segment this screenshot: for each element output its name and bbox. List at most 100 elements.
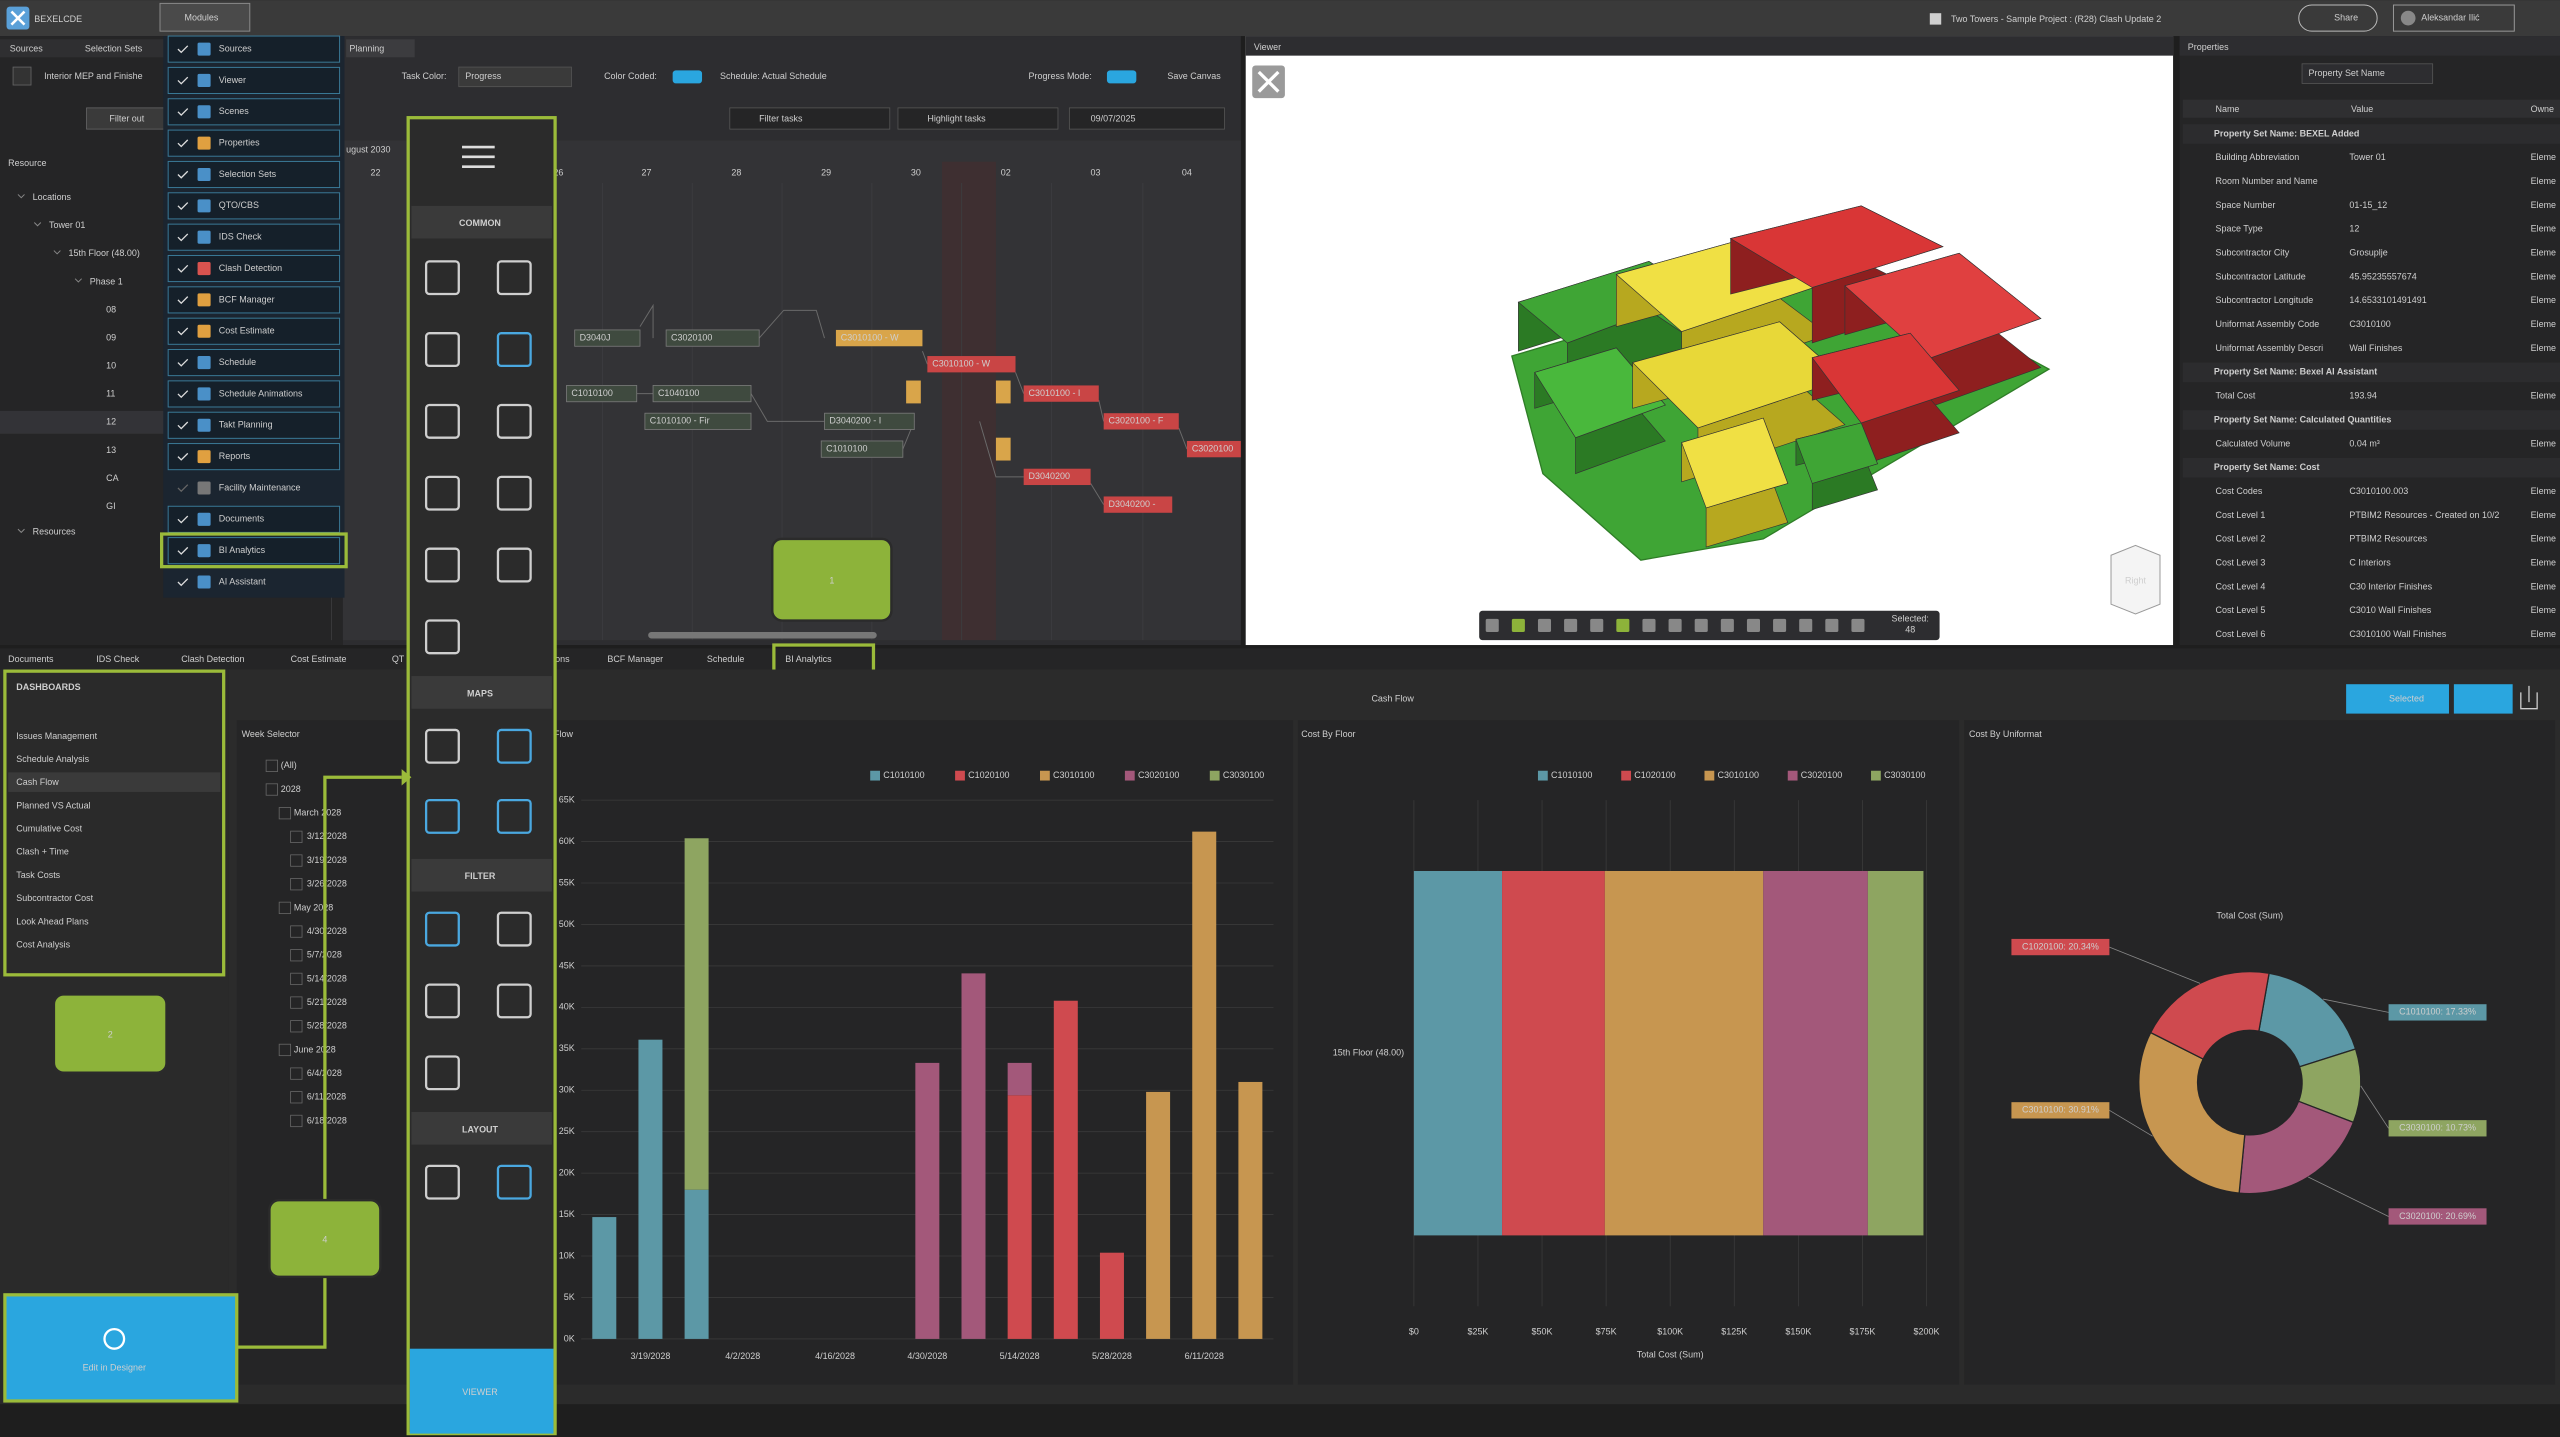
tab[interactable]: Sources [10,43,43,53]
tree-item[interactable]: 09 [106,332,116,342]
dashboard-item[interactable]: Subcontractor Cost [16,893,93,903]
dashboard-item[interactable]: Cost Analysis [16,939,70,949]
dropdown-label[interactable]: Progress [465,71,501,81]
menu-item[interactable]: Clash Detection [219,263,282,273]
dashboard-item[interactable]: Task Costs [16,870,60,880]
task-bar[interactable] [820,440,904,458]
menu-item-box[interactable] [167,98,341,126]
week-item[interactable]: 5/21/2028 [307,997,347,1007]
checkbox[interactable] [290,878,303,891]
toolbox-icon[interactable] [424,1164,460,1200]
share-label[interactable]: Share [2334,12,2358,22]
viewer-button-label[interactable]: VIEWER [462,1387,498,1397]
week-item[interactable]: 5/14/2028 [307,973,347,983]
menu-item-box[interactable] [167,411,341,439]
menu-item[interactable]: Viewer [219,75,246,85]
menu-item[interactable]: BCF Manager [219,294,275,304]
menu-item-box[interactable] [167,380,341,408]
search-placeholder[interactable]: Property Set Name [2309,68,2385,78]
menu-item-box[interactable] [167,223,341,251]
menu-item-box[interactable] [167,317,341,345]
menu-item[interactable]: AI Assistant [219,576,266,586]
edit-designer-button[interactable] [3,1293,239,1403]
menu-item[interactable]: Scenes [219,106,249,116]
tree-item[interactable]: Tower 01 [49,220,85,230]
bar[interactable] [1604,870,1764,1236]
toolbox-icon[interactable] [424,619,460,655]
planning-tab-label[interactable]: Planning [349,43,384,53]
dashboard-item[interactable]: Schedule Analysis [16,754,89,764]
viewer-tab[interactable]: Viewer [1254,42,1281,52]
toolbar-icon[interactable] [1616,618,1630,632]
pie-segment[interactable] [2149,970,2270,1060]
view-cube-label[interactable]: Right [2125,576,2146,586]
search-placeholder[interactable]: Filter tasks [759,114,803,124]
bottom-tab[interactable]: Schedule [707,654,744,664]
task-label[interactable]: C3020100 [671,332,712,342]
toolbar-icon[interactable] [1825,618,1839,632]
dashboard-item[interactable]: Clash + Time [16,847,69,857]
checkbox[interactable] [290,996,303,1009]
dashboard-item[interactable]: Look Ahead Plans [16,916,89,926]
toolbar-icon[interactable] [1642,618,1656,632]
menu-item-box[interactable] [167,129,341,157]
menu-item-box[interactable] [167,254,341,283]
menu-item[interactable]: Takt Planning [219,420,273,430]
week-item[interactable]: 3/26/2028 [307,879,347,889]
task-label[interactable]: D3040J [580,332,611,342]
task-bar[interactable] [566,385,638,403]
tree-item[interactable]: GI [106,501,115,511]
week-item[interactable]: 6/18/2028 [307,1115,347,1125]
checkbox[interactable] [278,901,292,915]
properties-search[interactable] [2301,63,2434,84]
toolbox-icon[interactable] [424,983,460,1019]
toolbox-icon[interactable] [496,798,532,834]
task-bar[interactable] [835,329,923,347]
pie-segment[interactable] [2238,1100,2355,1195]
task-label[interactable]: C1010100 [571,388,612,398]
task-label[interactable]: C1010100 [826,443,867,453]
menu-item[interactable]: Schedule [219,357,256,367]
bar[interactable] [684,1189,709,1339]
bottom-tab[interactable]: IDS Check [96,654,139,664]
modules-label[interactable]: Modules [184,12,218,22]
bottom-tab[interactable]: Cost Estimate [291,654,347,664]
properties-tab[interactable]: Properties [2188,42,2229,52]
menu-item-box[interactable] [167,66,341,95]
task-bar[interactable] [1186,440,1241,458]
toolbox-icon[interactable] [424,1055,460,1091]
checkbox[interactable] [290,972,303,986]
checkbox[interactable] [290,1067,303,1080]
bar[interactable] [1413,870,1503,1236]
task-bar[interactable] [1103,413,1179,430]
checkbox[interactable] [290,1091,303,1104]
tree-item[interactable]: Phase 1 [90,276,123,286]
bar[interactable] [961,973,986,1339]
date-value[interactable]: 09/07/2025 [1091,114,1136,124]
tree-item[interactable]: 10 [106,361,116,371]
menu-item[interactable]: Sources [219,43,252,53]
checkbox[interactable] [290,925,303,938]
bottom-tab[interactable]: QT [392,654,405,664]
modules-button[interactable] [159,2,251,32]
toolbox-icon[interactable] [496,475,532,511]
week-item[interactable]: 3/19/2028 [307,855,347,865]
checkbox[interactable] [290,1114,303,1128]
bottom-tab[interactable]: BCF Manager [607,654,663,664]
toolbox-icon[interactable] [496,403,532,439]
checkbox[interactable] [278,1043,292,1057]
toolbar-icon[interactable] [1564,618,1578,632]
bar[interactable] [684,838,709,1190]
task-label[interactable]: D3040200 - [1109,499,1156,509]
add-button[interactable] [12,66,32,86]
toolbox-icon[interactable] [496,983,532,1019]
task-bar[interactable] [1103,496,1173,513]
bar[interactable] [1099,1252,1124,1339]
bar[interactable] [638,1039,663,1339]
bar[interactable] [1146,1091,1171,1339]
menu-item-box[interactable] [167,192,341,220]
tree-item[interactable]: Locations [33,192,72,202]
toolbar-icon[interactable] [1668,618,1682,632]
toolbox-icon[interactable] [496,911,532,947]
toolbox-icon[interactable] [496,728,532,764]
